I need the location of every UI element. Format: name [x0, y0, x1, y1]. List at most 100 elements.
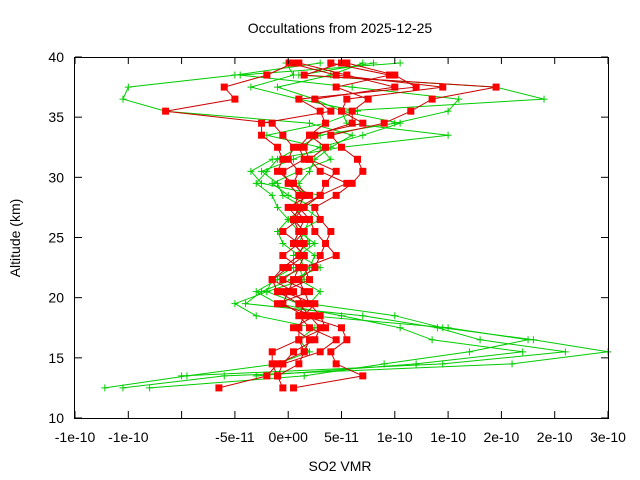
data-point [439, 360, 447, 368]
data-point [476, 336, 484, 344]
data-point [258, 179, 266, 187]
data-point [444, 131, 452, 139]
data-point [316, 252, 324, 260]
data-point [465, 348, 473, 356]
data-point [215, 384, 223, 392]
data-point [295, 191, 303, 199]
y-tick-label: 40 [48, 49, 64, 65]
data-point [316, 107, 324, 115]
data-point [274, 203, 282, 211]
data-point [332, 83, 340, 91]
data-point [327, 155, 335, 163]
series-layer [101, 59, 612, 392]
data-point [385, 71, 393, 79]
data-point [300, 191, 308, 199]
data-point [295, 336, 303, 344]
data-point [396, 59, 404, 67]
data-point [322, 119, 330, 127]
data-point [274, 83, 282, 91]
data-point [284, 264, 292, 272]
data-point [316, 191, 324, 199]
data-point [306, 288, 314, 296]
plot-frame [74, 57, 609, 419]
data-point [162, 107, 170, 115]
data-point [290, 384, 298, 392]
data-point [290, 288, 298, 296]
data-point [279, 288, 287, 296]
data-point [343, 59, 351, 67]
data-point [338, 324, 345, 332]
data-point [322, 324, 330, 332]
data-point [322, 143, 330, 151]
data-point [332, 167, 340, 175]
data-point [540, 95, 548, 103]
data-point [178, 372, 186, 380]
data-point [524, 336, 532, 344]
data-point [327, 131, 335, 139]
data-point [327, 348, 335, 356]
chart-title: Occultations from 2025-12-25 [248, 20, 433, 36]
data-point [306, 215, 314, 223]
data-point [300, 264, 308, 272]
data-point [295, 59, 303, 67]
x-tick-label: 2e-10 [537, 429, 573, 445]
x-tick-label: -1e-10 [108, 429, 149, 445]
data-point [391, 83, 399, 91]
data-point [343, 95, 351, 103]
x-tick-label: 2e-10 [483, 429, 519, 445]
series-profile-f [162, 59, 308, 392]
data-point [492, 83, 500, 91]
data-point [231, 95, 239, 103]
data-point [279, 191, 287, 199]
data-point [519, 348, 527, 356]
data-point [561, 348, 569, 356]
data-point [268, 276, 276, 284]
data-point [348, 107, 356, 115]
series-line [122, 62, 609, 389]
x-tick-label: 1e-10 [377, 429, 413, 445]
y-tick-label: 10 [48, 410, 64, 426]
x-tick-label: 5e-11 [324, 429, 359, 445]
data-point [332, 191, 340, 199]
data-point [247, 83, 255, 91]
series-line [271, 62, 497, 389]
data-point [391, 71, 399, 79]
data-point [428, 95, 436, 103]
series-line [181, 62, 566, 377]
data-point [285, 59, 293, 67]
data-point [279, 240, 287, 248]
data-point [311, 131, 319, 139]
data-point [306, 276, 314, 284]
data-point [300, 300, 308, 308]
data-point [279, 276, 287, 284]
data-point [311, 227, 319, 235]
data-point [279, 300, 287, 308]
data-point [268, 191, 276, 199]
data-point [274, 372, 282, 380]
data-point [327, 107, 335, 115]
series-profile-c [178, 59, 569, 380]
data-point [295, 324, 303, 332]
data-point [290, 59, 298, 67]
data-point [295, 300, 303, 308]
data-point [348, 131, 356, 139]
data-point [316, 348, 324, 356]
data-point [348, 179, 356, 187]
data-point [290, 203, 298, 211]
data-point [290, 179, 298, 187]
data-point [290, 215, 298, 223]
data-point [348, 119, 356, 127]
data-point [268, 155, 276, 163]
data-point [295, 215, 303, 223]
data-point [300, 372, 308, 380]
data-point [101, 384, 109, 392]
data-point [316, 324, 324, 332]
data-point [327, 59, 335, 67]
data-point [322, 179, 330, 187]
data-point [359, 59, 367, 67]
data-point [300, 348, 308, 356]
data-point [306, 312, 314, 320]
data-point [274, 143, 282, 151]
data-point [455, 95, 463, 103]
data-point [279, 384, 287, 392]
